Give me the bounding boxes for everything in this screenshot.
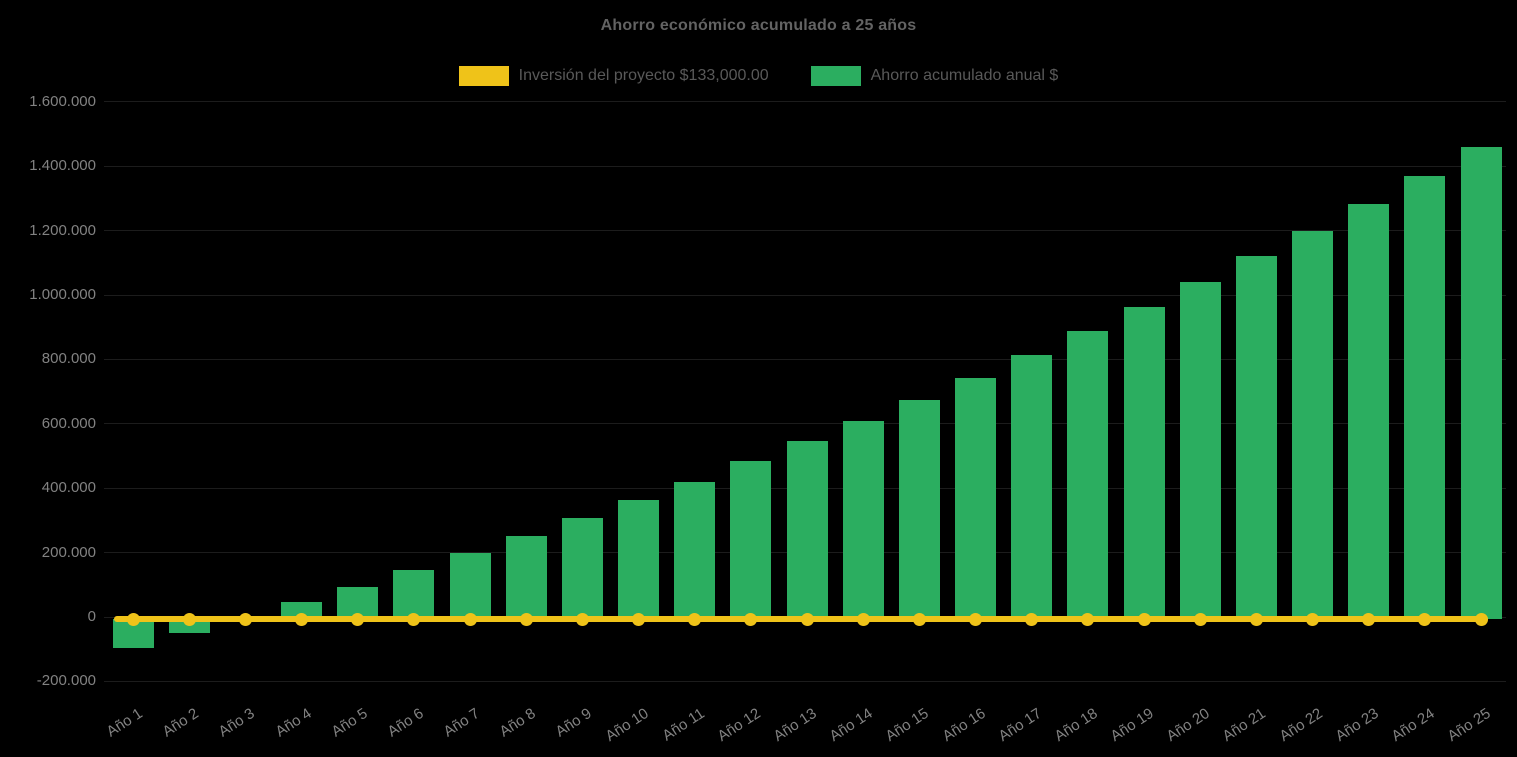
chart-title: Ahorro económico acumulado a 25 años	[600, 17, 917, 34]
investment-line-marker	[1193, 612, 1207, 626]
investment-line-marker	[1362, 612, 1376, 626]
x-axis-tick-label: Año 20	[1163, 704, 1213, 746]
bar-año-21	[1235, 256, 1277, 619]
chart-legend: Inversión del proyecto $133,000.00 Ahorr…	[0, 66, 1517, 86]
legend-label-savings: Ahorro acumulado anual $	[870, 67, 1059, 84]
bar-año-18	[1067, 330, 1109, 619]
y-axis-tick-label: 1.200.000	[29, 221, 96, 239]
gridline	[104, 680, 1506, 682]
gridline	[104, 358, 1506, 360]
x-axis-tick-label: Año 13	[770, 704, 820, 746]
bar-año-13	[786, 441, 828, 619]
gridline	[104, 423, 1506, 425]
investment-line-marker	[688, 612, 702, 626]
bar-año-6	[393, 570, 435, 619]
x-axis-tick-label: Año 16	[939, 704, 989, 746]
y-axis-tick-label: 200.000	[41, 543, 96, 561]
bar-año-11	[674, 481, 716, 619]
investment-line-marker	[632, 612, 646, 626]
investment-line-marker	[519, 612, 533, 626]
x-axis-tick-label: Año 22	[1276, 704, 1326, 746]
y-axis-tick-label: 1.600.000	[29, 92, 96, 110]
y-axis-tick-label: 1.000.000	[29, 286, 96, 303]
investment-line-marker	[1025, 612, 1039, 626]
investment-line-marker	[1418, 612, 1432, 626]
bar-año-9	[561, 518, 603, 619]
bar-año-7	[449, 552, 491, 619]
y-axis-tick-label: 600.000	[41, 414, 96, 432]
y-axis-tick-label: 0	[87, 608, 96, 625]
y-axis-tick-label: -200.000	[36, 672, 96, 690]
x-axis-tick-label: Año 19	[1107, 704, 1157, 746]
x-axis-tick-label: Año 1	[103, 704, 146, 741]
x-axis-tick-label: Año 24	[1388, 704, 1438, 746]
x-axis-tick-label: Año 8	[496, 704, 539, 741]
x-axis-tick-label: Año 23	[1332, 704, 1382, 746]
x-axis-tick-label: Año 15	[882, 704, 933, 746]
bar-año-22	[1292, 230, 1334, 619]
bar-año-8	[505, 535, 547, 619]
investment-line-marker	[1249, 612, 1263, 626]
investment-line-marker	[800, 612, 814, 626]
gridline	[104, 230, 1506, 232]
bar-año-24	[1404, 175, 1446, 619]
investment-line-marker	[1474, 612, 1488, 626]
x-axis-tick-label: Año 10	[602, 704, 652, 746]
bar-año-12	[730, 461, 772, 619]
bar-año-14	[842, 420, 884, 619]
x-axis-tick-label: Año 14	[826, 704, 876, 746]
legend-swatch-savings	[810, 66, 861, 86]
x-axis-tick-label: Año 17	[995, 704, 1045, 746]
x-axis-tick-label: Año 2	[159, 704, 202, 741]
investment-line-marker	[295, 612, 308, 626]
bar-año-17	[1011, 354, 1053, 619]
x-axis-tick-label: Año 25	[1444, 704, 1494, 746]
investment-line-marker	[1306, 612, 1320, 626]
legend-item-savings: Ahorro acumulado anual $	[810, 66, 1059, 86]
investment-line-marker	[126, 612, 140, 626]
bar-año-4	[281, 602, 322, 619]
x-axis-tick-label: Año 21	[1219, 704, 1270, 746]
x-axis-tick-label: Año 9	[552, 704, 595, 741]
gridline	[104, 294, 1506, 296]
bar-año-15	[898, 399, 940, 619]
x-axis-tick-label: Año 11	[659, 704, 708, 745]
bar-año-16	[955, 377, 997, 619]
bar-año-23	[1348, 203, 1390, 619]
bar-año-25	[1460, 147, 1502, 619]
gridline	[104, 165, 1506, 167]
x-axis-tick-label: Año 12	[714, 704, 764, 746]
legend-swatch-investment	[458, 66, 509, 86]
bar-año-19	[1123, 306, 1165, 619]
x-axis-tick-label: Año 6	[384, 704, 427, 741]
investment-line-marker	[182, 612, 196, 626]
investment-line-marker	[407, 612, 421, 626]
bar-año-2	[168, 619, 210, 634]
investment-line-marker	[969, 612, 983, 626]
investment-line-marker	[463, 612, 477, 626]
investment-line-marker	[238, 612, 252, 626]
legend-label-investment: Inversión del proyecto $133,000.00	[518, 67, 769, 84]
legend-item-investment: Inversión del proyecto $133,000.00	[458, 66, 769, 86]
investment-line-marker	[351, 612, 365, 626]
y-axis-tick-label: 400.000	[41, 479, 96, 497]
x-axis-tick-label: Año 3	[215, 704, 258, 741]
bar-año-20	[1179, 281, 1221, 619]
x-axis-tick-label: Año 4	[271, 704, 315, 741]
y-axis-tick-label: 800.000	[41, 350, 96, 368]
investment-line-marker	[912, 612, 926, 626]
investment-line-marker	[575, 612, 589, 626]
x-axis-tick-label: Año 5	[328, 704, 371, 741]
investment-line-marker	[856, 612, 870, 626]
investment-line-marker	[1137, 612, 1151, 626]
y-axis-tick-label: 1.400.000	[29, 157, 96, 175]
investment-line-marker	[744, 612, 758, 626]
bar-año-10	[618, 499, 660, 619]
x-axis-tick-label: Año 18	[1051, 704, 1101, 746]
gridline	[104, 101, 1506, 103]
investment-line-marker	[1081, 612, 1095, 626]
x-axis-tick-label: Año 7	[440, 704, 483, 741]
